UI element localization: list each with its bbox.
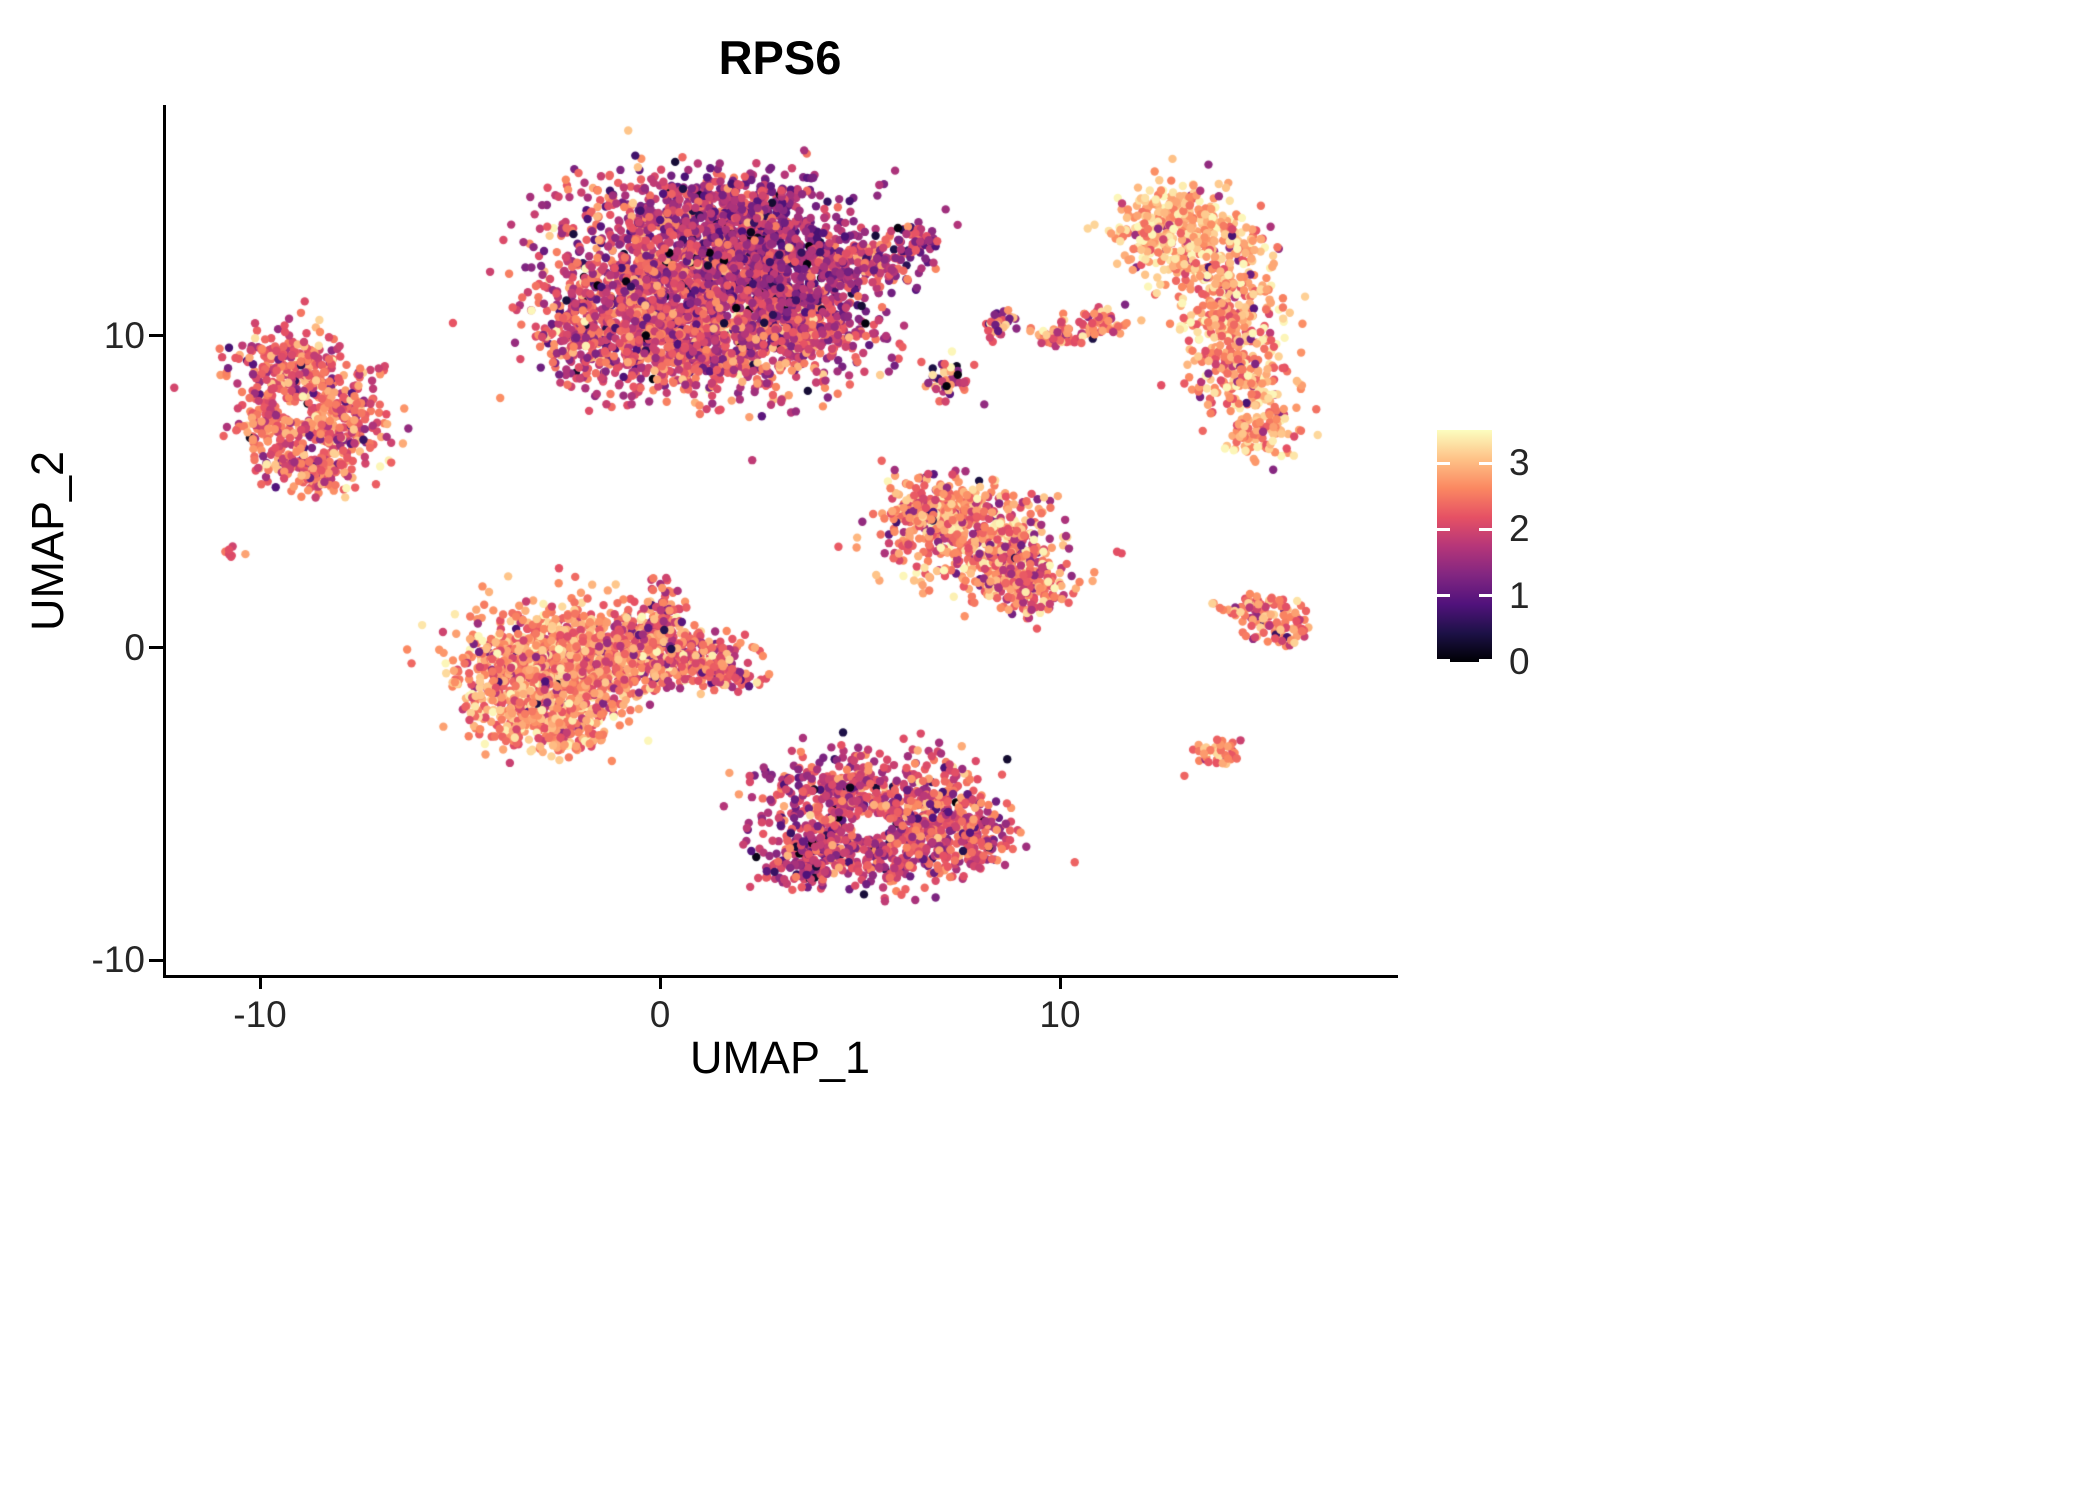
colorbar-tick-mark [1479,461,1492,465]
x-tick-mark [1058,975,1062,989]
y-tick-mark [149,958,163,962]
y-axis-title: UMAP_2 [22,450,73,632]
x-tick-label: 10 [1039,994,1081,1035]
y-tick-label: 10 [103,314,145,356]
legend-tick-label: 3 [1509,442,1530,484]
colorbar-tick-mark [1437,461,1450,465]
colorbar-tick-mark [1437,659,1450,662]
expression-colorbar [1437,430,1492,662]
x-tick-mark [258,975,262,989]
legend-tick-label: 0 [1509,641,1530,682]
y-tick-label: -10 [91,939,145,981]
colorbar-tick-mark [1437,527,1450,531]
plot-title: RPS6 [718,31,842,84]
legend-tick-label: 1 [1509,574,1530,616]
colorbar-tick-mark [1479,659,1492,662]
y-tick-mark [149,334,163,338]
y-axis-line [163,105,166,978]
x-tick-label: -10 [233,994,287,1035]
colorbar-tick-mark [1479,594,1492,598]
x-tick-label: 0 [649,994,671,1035]
y-tick-mark [149,646,163,650]
x-axis-line [163,975,1398,978]
x-axis-title: UMAP_1 [689,1032,871,1083]
colorbar-tick-mark [1437,594,1450,598]
legend-tick-label: 2 [1509,508,1530,550]
x-tick-mark [658,975,662,989]
colorbar-tick-mark [1479,527,1492,531]
y-tick-label: 0 [124,626,145,668]
